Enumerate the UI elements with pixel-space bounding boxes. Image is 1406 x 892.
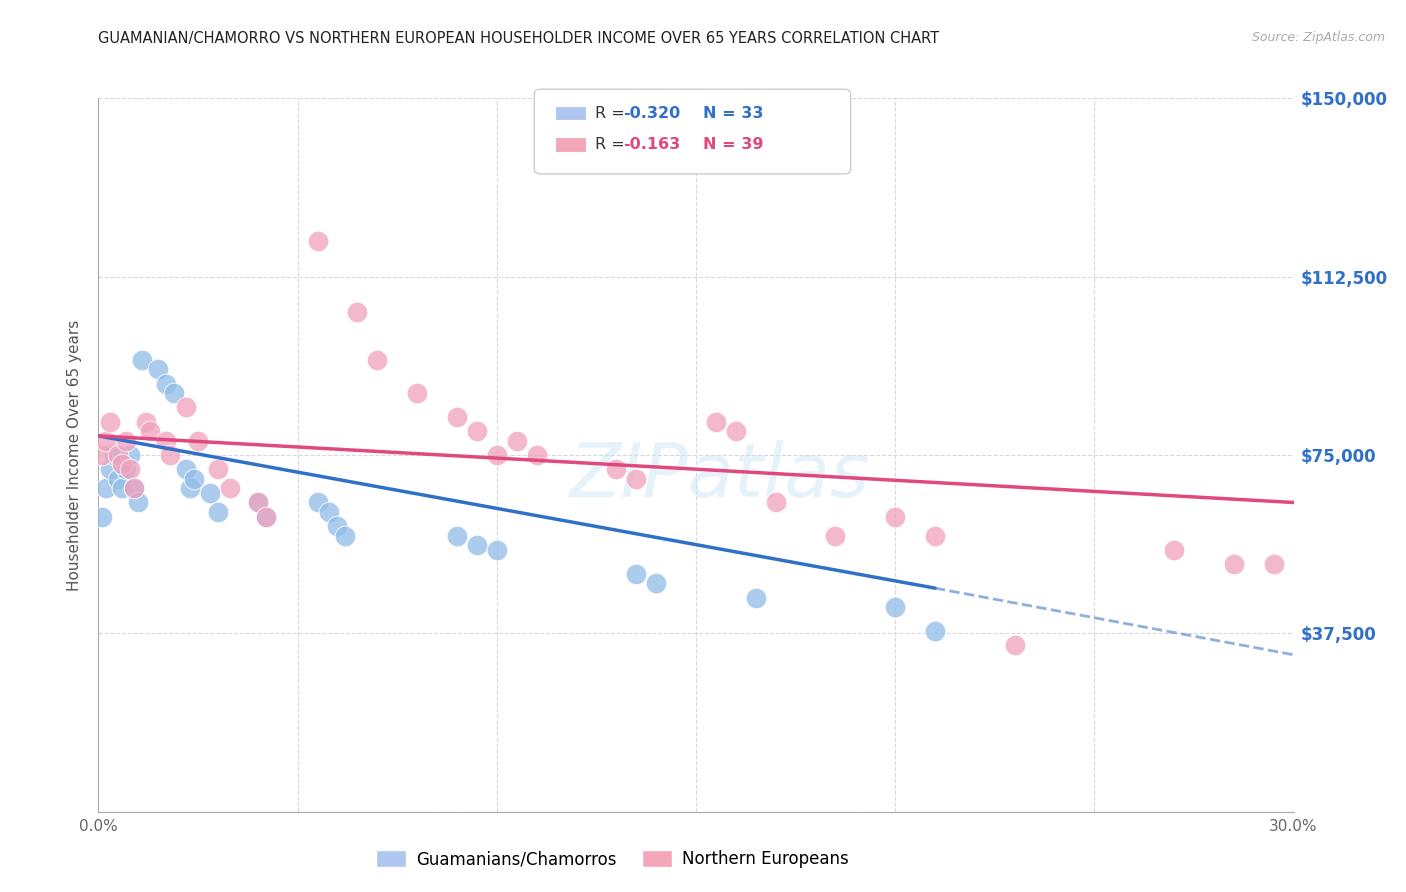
- Point: [765, 495, 787, 509]
- Point: [704, 415, 727, 429]
- Point: [745, 591, 768, 605]
- Point: [824, 529, 846, 543]
- Point: [1004, 638, 1026, 652]
- Point: [120, 448, 142, 462]
- Point: [307, 234, 329, 248]
- Point: [645, 576, 668, 591]
- Point: [131, 352, 153, 367]
- Text: ZIPatlas: ZIPatlas: [569, 441, 870, 512]
- Y-axis label: Householder Income Over 65 years: Householder Income Over 65 years: [67, 319, 83, 591]
- Point: [183, 472, 205, 486]
- Point: [115, 434, 138, 448]
- Point: [115, 462, 138, 476]
- Point: [246, 495, 269, 509]
- Point: [446, 529, 468, 543]
- Point: [465, 538, 488, 552]
- Point: [107, 472, 129, 486]
- Point: [155, 376, 177, 391]
- Point: [120, 462, 142, 476]
- Point: [219, 481, 242, 495]
- Text: -0.163: -0.163: [623, 137, 681, 152]
- Point: [626, 566, 648, 581]
- Point: [155, 434, 177, 448]
- Point: [198, 486, 221, 500]
- Point: [135, 415, 157, 429]
- Point: [246, 495, 269, 509]
- Point: [326, 519, 349, 533]
- Point: [307, 495, 329, 509]
- Text: Source: ZipAtlas.com: Source: ZipAtlas.com: [1251, 31, 1385, 45]
- Point: [111, 458, 134, 472]
- Point: [1163, 543, 1185, 558]
- Point: [207, 505, 229, 519]
- Text: N = 39: N = 39: [703, 137, 763, 152]
- Point: [485, 448, 508, 462]
- Point: [1263, 558, 1285, 572]
- Text: -0.320: -0.320: [623, 106, 681, 120]
- Point: [884, 600, 907, 615]
- Point: [406, 386, 429, 401]
- Point: [506, 434, 529, 448]
- Point: [124, 481, 146, 495]
- Point: [254, 509, 277, 524]
- Point: [335, 529, 357, 543]
- Point: [366, 352, 388, 367]
- Point: [207, 462, 229, 476]
- Point: [159, 448, 181, 462]
- Point: [724, 424, 747, 438]
- Text: R =: R =: [595, 106, 630, 120]
- Point: [107, 448, 129, 462]
- Point: [626, 472, 648, 486]
- Point: [148, 362, 170, 376]
- Legend: Guamanians/Chamorros, Northern Europeans: Guamanians/Chamorros, Northern Europeans: [370, 843, 855, 875]
- Point: [318, 505, 340, 519]
- Point: [111, 481, 134, 495]
- Point: [174, 462, 197, 476]
- Point: [465, 424, 488, 438]
- Point: [179, 481, 201, 495]
- Point: [100, 462, 122, 476]
- Point: [91, 448, 114, 462]
- Point: [1222, 558, 1246, 572]
- Point: [91, 509, 114, 524]
- Point: [139, 424, 162, 438]
- Text: GUAMANIAN/CHAMORRO VS NORTHERN EUROPEAN HOUSEHOLDER INCOME OVER 65 YEARS CORRELA: GUAMANIAN/CHAMORRO VS NORTHERN EUROPEAN …: [98, 31, 939, 46]
- Point: [924, 529, 946, 543]
- Point: [103, 448, 125, 462]
- Point: [254, 509, 277, 524]
- Point: [605, 462, 627, 476]
- Point: [187, 434, 209, 448]
- Point: [100, 415, 122, 429]
- Point: [346, 305, 368, 319]
- Text: R =: R =: [595, 137, 630, 152]
- Point: [526, 448, 548, 462]
- Point: [124, 481, 146, 495]
- Point: [174, 401, 197, 415]
- Point: [127, 495, 149, 509]
- Text: N = 33: N = 33: [703, 106, 763, 120]
- Point: [884, 509, 907, 524]
- Point: [96, 434, 118, 448]
- Point: [163, 386, 186, 401]
- Point: [96, 481, 118, 495]
- Point: [485, 543, 508, 558]
- Point: [924, 624, 946, 638]
- Point: [446, 409, 468, 424]
